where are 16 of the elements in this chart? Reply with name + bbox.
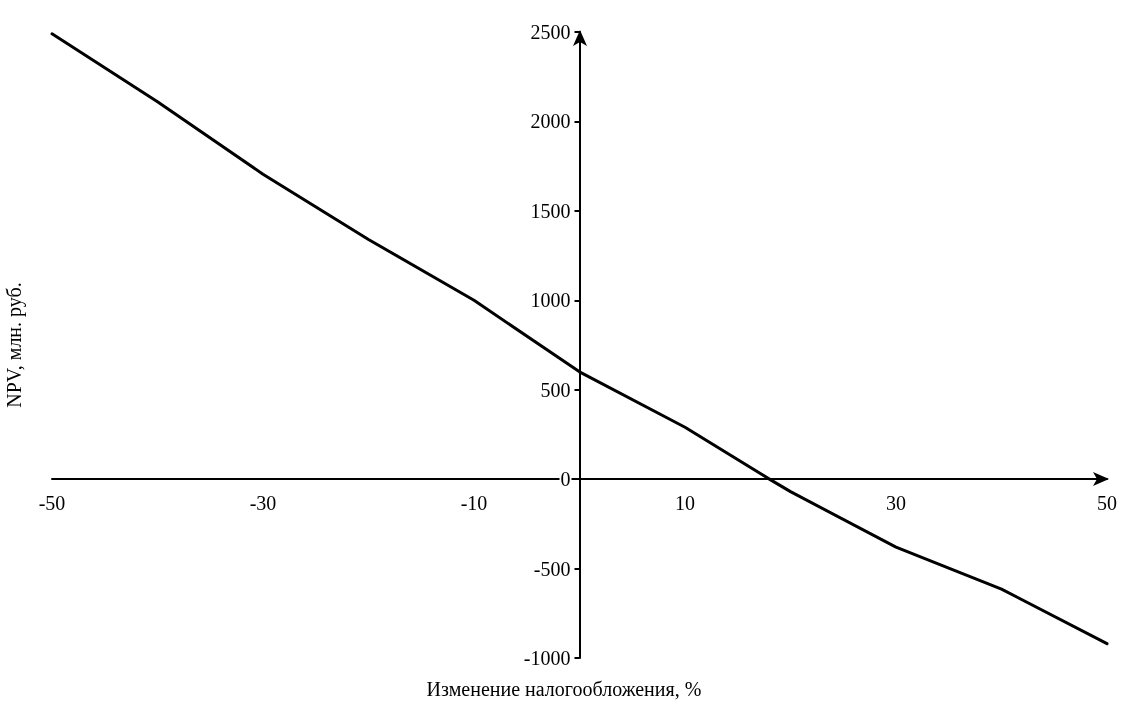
- y-tick-label: -1000: [523, 647, 571, 669]
- x-tick-label: -10: [460, 492, 488, 515]
- y-tick-label: 500: [540, 378, 571, 401]
- y-tick-label: 2000: [530, 110, 571, 133]
- y-tick-label: 1000: [530, 289, 571, 312]
- x-tick-label: 50: [1097, 492, 1117, 515]
- x-axis-title: Изменение налогообложения, %: [426, 678, 702, 700]
- y-tick-label: 1500: [530, 199, 571, 222]
- y-tick-label: 2500: [530, 21, 571, 43]
- y-axis-title: NPV, млн. руб.: [3, 282, 26, 408]
- y-tick-label: 0: [560, 468, 571, 491]
- x-tick-label: 30: [886, 492, 906, 515]
- x-tick-label: 10: [675, 492, 695, 515]
- x-tick-label: -30: [249, 492, 277, 515]
- y-tick-label: -500: [533, 557, 571, 580]
- x-tick-label: -50: [38, 492, 66, 515]
